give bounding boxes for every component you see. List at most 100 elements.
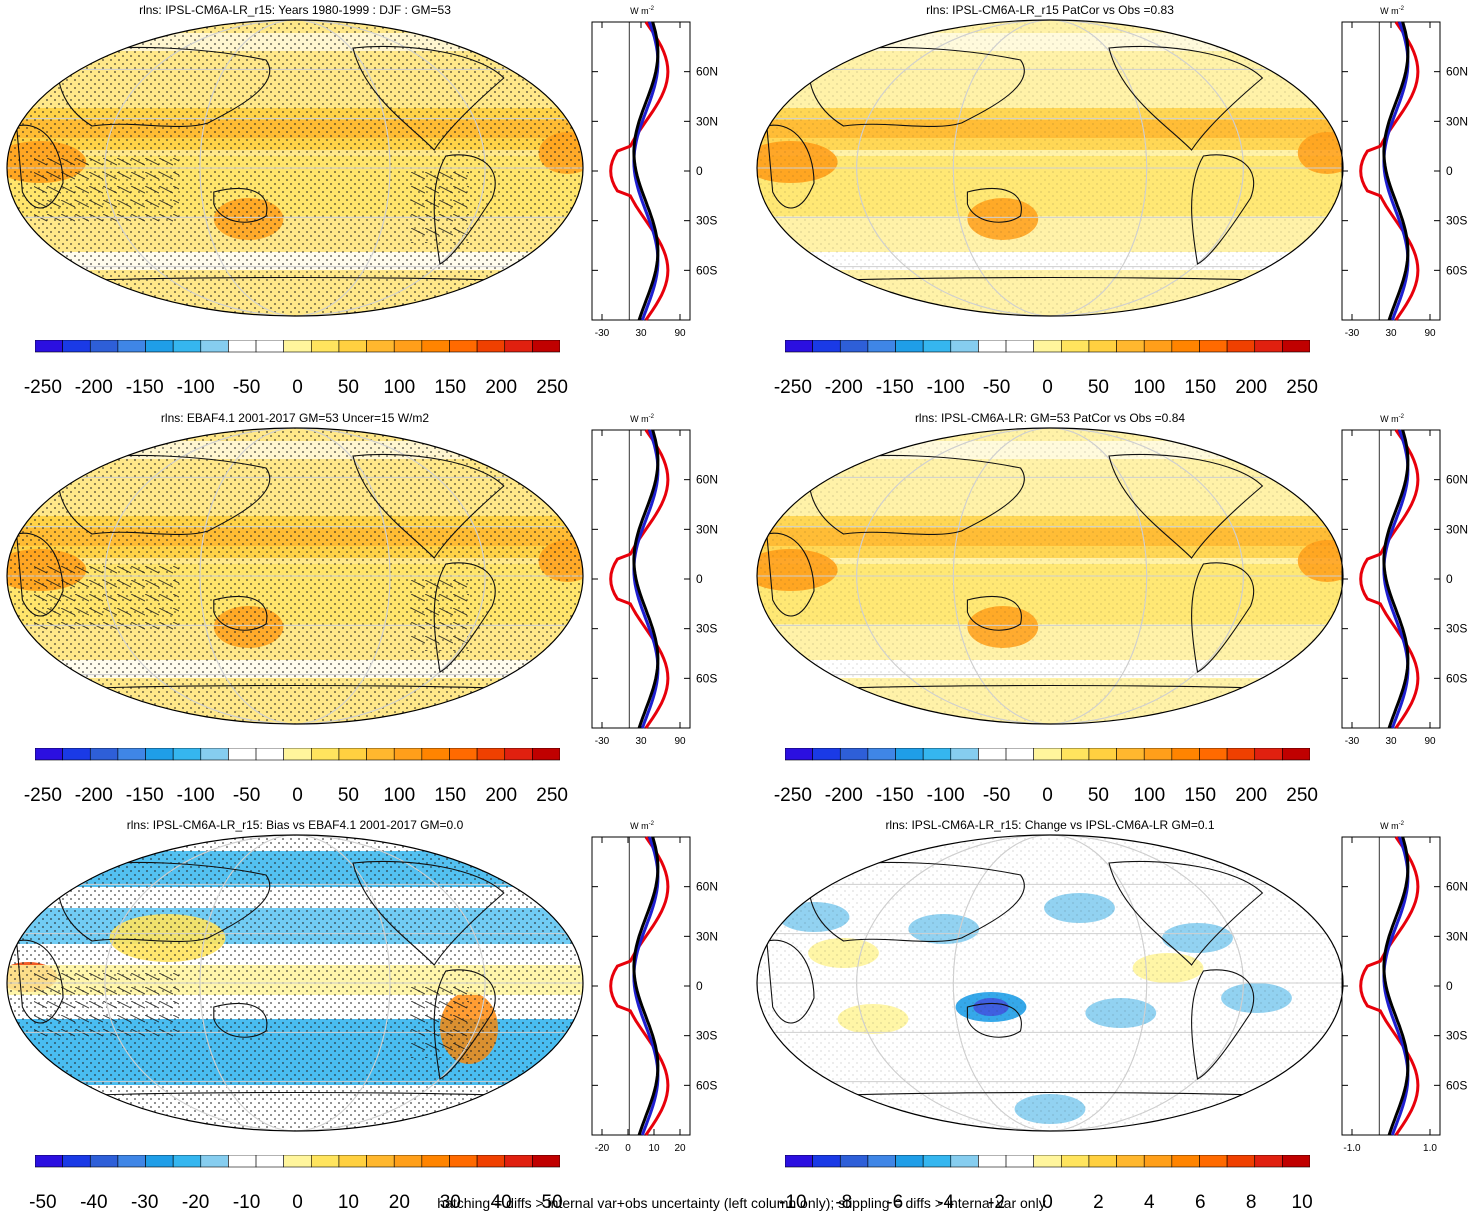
profile-lat-tick: 30N: [1446, 114, 1468, 128]
colorbar-swatch: [393, 747, 423, 761]
colorbar-label: -10: [779, 1192, 807, 1213]
profile-red-line: [609, 21, 670, 321]
profile-value-tick: 1.0: [1423, 1143, 1437, 1154]
profile-lat-tick: 30S: [1446, 214, 1467, 228]
colorbar-label: -150: [125, 785, 164, 806]
colorbar-label: 200: [1235, 377, 1268, 398]
profile-lat-tick: 60N: [1446, 65, 1468, 79]
map-p3: [6, 427, 584, 725]
colorbar-label: -200: [824, 377, 863, 398]
colorbar-swatch: [1143, 747, 1173, 761]
colorbar-label: -250: [23, 785, 62, 806]
colorbar-swatch: [922, 339, 952, 353]
colorbar-swatch: [1226, 1154, 1256, 1168]
profile-unit-label: W m-2: [1380, 6, 1404, 16]
colorbar-swatch: [895, 1154, 924, 1168]
colorbar-label: -200: [74, 377, 113, 398]
colorbar-swatch: [978, 747, 1007, 761]
colorbar-swatch: [89, 339, 119, 353]
profile-lat-tick: 30S: [696, 214, 717, 228]
profile-black-line: [1382, 836, 1410, 1136]
colorbar-label: 150: [1184, 785, 1217, 806]
profile-lat-tick: 30N: [1446, 929, 1468, 943]
profile-unit-label: W m-2: [630, 6, 654, 16]
colorbar-swatch: [504, 747, 533, 761]
colorbar-p5: [34, 1154, 561, 1168]
colorbar-swatch: [200, 747, 229, 761]
colorbar-swatch: [1005, 1154, 1034, 1168]
colorbar-p3: [34, 747, 561, 761]
profile-red-line: [1359, 21, 1420, 321]
profile-red-line: [609, 429, 670, 729]
colorbar-swatch: [283, 747, 312, 761]
map-p2: [756, 19, 1344, 317]
colorbar-swatch: [839, 339, 869, 353]
panel-title-p1: rlns: IPSL-CM6A-LR_r15: Years 1980-1999 …: [139, 3, 451, 17]
colorbar-swatch: [255, 1154, 284, 1168]
colorbar-label: -50: [982, 785, 1011, 806]
colorbar-swatch: [1282, 339, 1311, 353]
profile-lat-tick: 60S: [1446, 263, 1467, 277]
colorbar-swatch: [89, 1154, 119, 1168]
colorbar-swatch: [1199, 747, 1228, 761]
colorbar-swatch: [867, 747, 896, 761]
colorbar-swatch: [1254, 747, 1283, 761]
colorbar-p1: [34, 339, 561, 353]
zonal-profile-p2: W m-2 60N 30N 0 30S 60S -30 30 90: [1341, 6, 1468, 339]
colorbar-label: 250: [536, 377, 568, 398]
profile-blue-line: [632, 836, 660, 1136]
colorbar-swatch: [145, 339, 174, 353]
profile-blue-line: [632, 21, 660, 321]
colorbar-swatch: [421, 339, 450, 353]
colorbar-label: 30: [439, 1192, 461, 1213]
profile-unit-label: W m-2: [630, 821, 654, 831]
colorbar-swatch: [950, 747, 979, 761]
colorbar-label: 200: [1235, 785, 1268, 806]
colorbar-swatch: [228, 339, 257, 353]
colorbar-label: 40: [490, 1192, 512, 1213]
profile-lat-tick: 0: [1446, 979, 1453, 993]
colorbar-label: -40: [80, 1192, 108, 1213]
colorbar-swatch: [117, 747, 146, 761]
colorbar-swatch: [504, 339, 533, 353]
profile-lat-tick: 30N: [696, 522, 718, 536]
colorbar-swatch: [1143, 1154, 1173, 1168]
colorbar-swatch: [1171, 747, 1200, 761]
colorbar-swatch: [978, 339, 1007, 353]
colorbar-label: -8: [835, 1192, 853, 1213]
colorbar-label: 250: [1286, 785, 1318, 806]
colorbar-label: 50: [1087, 785, 1109, 806]
colorbar-swatch: [784, 1154, 813, 1168]
colorbar-label: -50: [982, 377, 1011, 398]
colorbar-label: 100: [1133, 377, 1166, 398]
profile-unit-label: W m-2: [1380, 414, 1404, 424]
colorbar-swatch: [1171, 339, 1200, 353]
colorbar-label: 0: [292, 1192, 303, 1213]
colorbar-swatch: [62, 747, 91, 761]
colorbar-swatch: [200, 339, 229, 353]
colorbar-label: 10: [337, 1192, 359, 1213]
colorbar-swatch: [1088, 747, 1117, 761]
profile-black-line: [1382, 21, 1410, 321]
colorbar-swatch: [449, 339, 478, 353]
profile-value-tick: 0: [625, 1143, 631, 1154]
colorbar-p4: [784, 747, 1311, 761]
colorbar-label: 10: [1291, 1192, 1313, 1213]
colorbar-label: -50: [232, 377, 261, 398]
colorbar-swatch: [950, 1154, 979, 1168]
colorbar-swatch: [867, 339, 896, 353]
profile-value-tick: -20: [595, 1143, 610, 1154]
colorbar-label: -10: [232, 1192, 261, 1213]
colorbar-swatch: [1033, 339, 1062, 353]
colorbar-swatch: [62, 1154, 91, 1168]
panel-title-p5: rlns: IPSL-CM6A-LR_r15: Bias vs EBAF4.1 …: [126, 818, 464, 832]
profile-lat-tick: 60S: [696, 263, 717, 277]
colorbar-swatch: [839, 1154, 869, 1168]
colorbar-swatch: [812, 747, 841, 761]
colorbar-swatch: [421, 747, 450, 761]
colorbar-swatch: [338, 747, 367, 761]
colorbar-swatch: [476, 747, 506, 761]
colorbar-swatch: [1005, 747, 1034, 761]
profile-lat-tick: 60S: [696, 671, 717, 685]
profile-lat-tick: 60S: [1446, 1078, 1467, 1092]
